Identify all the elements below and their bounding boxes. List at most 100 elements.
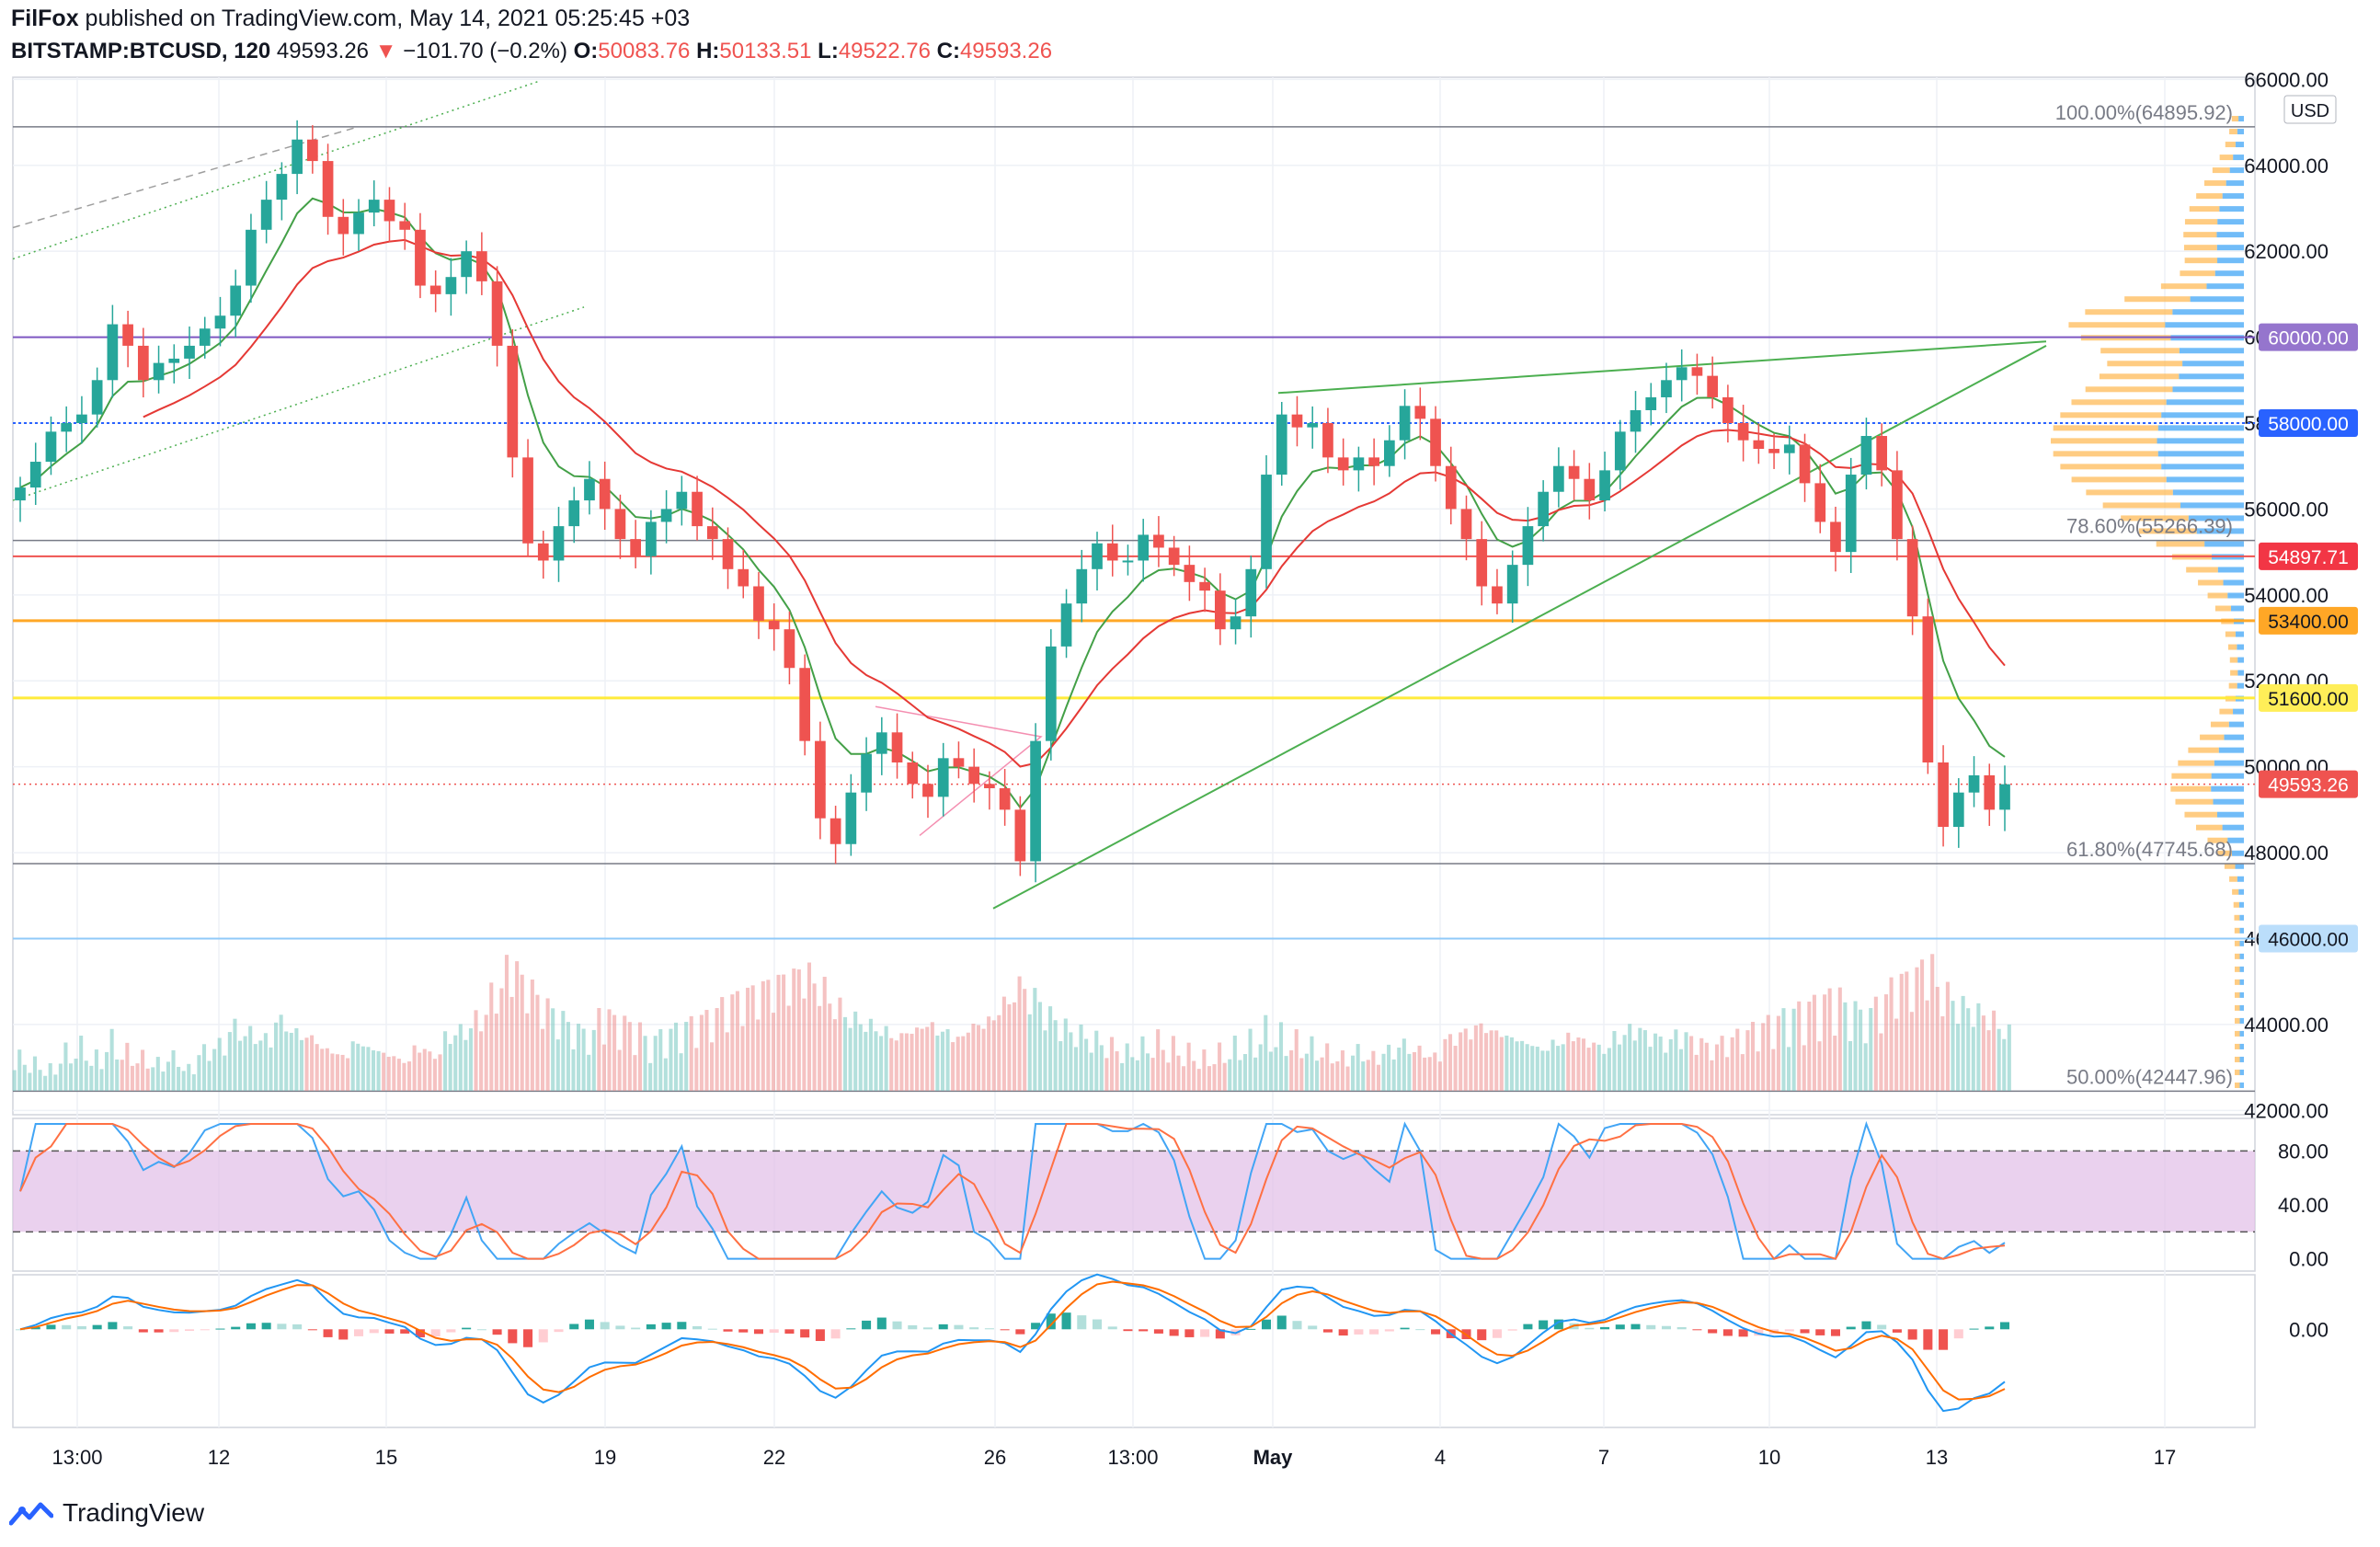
volume-bar [1069,1032,1073,1091]
volume-bar [1387,1044,1391,1091]
x-tick-label: 15 [375,1446,397,1469]
candle-body [1999,784,2010,810]
symbol-name[interactable]: BITSTAMP:BTCUSD, 120 [11,39,271,63]
volume-bar [1966,1008,1971,1091]
volume-bar [766,980,771,1091]
volume-bar [304,1037,309,1091]
vp-bar-orange [2229,876,2237,882]
volume-bar [207,1060,212,1091]
level-60000-tag [2259,323,2358,351]
vp-bar-orange [2207,837,2228,843]
candle-body [692,491,703,527]
volume-bar [1335,1061,1340,1091]
candle-body [415,229,426,286]
macd-hist-bar [677,1322,687,1330]
candle-body [1153,534,1164,548]
volume-bar [981,1028,986,1091]
candle-body [784,629,795,669]
candle-body [815,740,826,819]
candle-body [1876,436,1888,471]
vp-bar-orange [2214,605,2232,612]
macd-hist-bar [492,1329,502,1335]
y-tick-label: 56000.00 [2244,498,2329,521]
vp-bar-orange [2178,760,2214,766]
volume-bar [1576,1037,1581,1091]
tradingview-logo[interactable]: TradingView [9,1495,204,1531]
volume-bar [1186,1042,1191,1091]
volume-bar [792,968,796,1091]
candle-body [1922,616,1934,762]
vp-bar-orange [2234,914,2240,921]
candle-body [1553,465,1564,492]
volume-bar [1094,1030,1099,1091]
volume-bar [1556,1046,1561,1091]
volume-bar [407,1061,412,1091]
volume-bar [925,1026,930,1091]
vp-bar-blue [2226,180,2244,187]
volume-bar [279,1014,283,1091]
level-51600-tag-label: 51600.00 [2268,689,2349,710]
macd-hist-bar [1738,1329,1748,1337]
stoch-band [13,1151,2255,1232]
candle-body [1492,586,1503,604]
candle-body [937,758,949,797]
volume-bar [135,1063,140,1091]
volume-bar [551,1008,555,1091]
candle-body [706,526,718,540]
volume-bar [1581,1038,1586,1091]
volume-bar [1330,1063,1334,1091]
volume-bar [1453,1046,1458,1091]
vp-bar-blue [2219,206,2244,212]
vp-bar-blue [2217,567,2244,573]
volume-bar [1905,971,1909,1091]
macd-hist-bar [1985,1326,1995,1330]
vp-bar-orange [2186,567,2218,573]
volume-bar [627,1022,632,1091]
volume-bar [1689,1036,1694,1091]
volume-bar [1776,1015,1780,1091]
macd-tick-label: 0.00 [2289,1318,2329,1341]
candle-body [753,586,764,621]
candle-body [1645,396,1657,410]
volume-bar [699,1014,704,1091]
candle-body [1952,792,1964,828]
volume-bar [1268,1051,1273,1091]
vp-bar-blue [2217,258,2244,264]
volume-bar [966,1032,970,1091]
symbol-legend: BITSTAMP:BTCUSD, 120 49593.26 ▼ −101.70 … [11,39,1052,64]
volume-bar [1469,1039,1473,1091]
vp-bar-orange [2184,811,2217,818]
macd-hist-bar [1969,1328,1979,1330]
candle-body [1138,534,1150,561]
vp-bar-orange [2235,1017,2240,1024]
volume-bar [812,983,817,1091]
candle-body [122,324,133,346]
volume-bar [177,1066,181,1091]
volume-bar [43,1075,48,1091]
vp-bar-blue [2235,142,2244,148]
publisher-name[interactable]: FilFox [11,6,79,31]
volume-bar [223,1055,227,1091]
macd-hist-bar [800,1329,810,1338]
candle-body [984,784,995,789]
volume-bar [1325,1043,1330,1091]
vp-bar-blue [2172,489,2244,496]
vp-bar-blue [2190,296,2244,303]
vp-bar-orange [2235,1043,2240,1049]
volume-bar [694,1048,699,1091]
volume-bar [1294,1029,1299,1091]
macd-hist-bar [769,1329,779,1333]
volume-bar [366,1047,371,1091]
volume-bar [63,1042,68,1091]
macd-hist-bar [354,1329,364,1336]
volume-bar [1509,1037,1514,1091]
volume-bar [715,1008,719,1091]
volume-bar [663,1058,668,1091]
macd-hist-bar [1661,1325,1671,1330]
candle-body [1707,375,1719,397]
candle-body [45,431,57,463]
volume-bar [1720,1036,1724,1091]
candle-body [1460,509,1472,540]
volume-bar [474,1010,478,1091]
